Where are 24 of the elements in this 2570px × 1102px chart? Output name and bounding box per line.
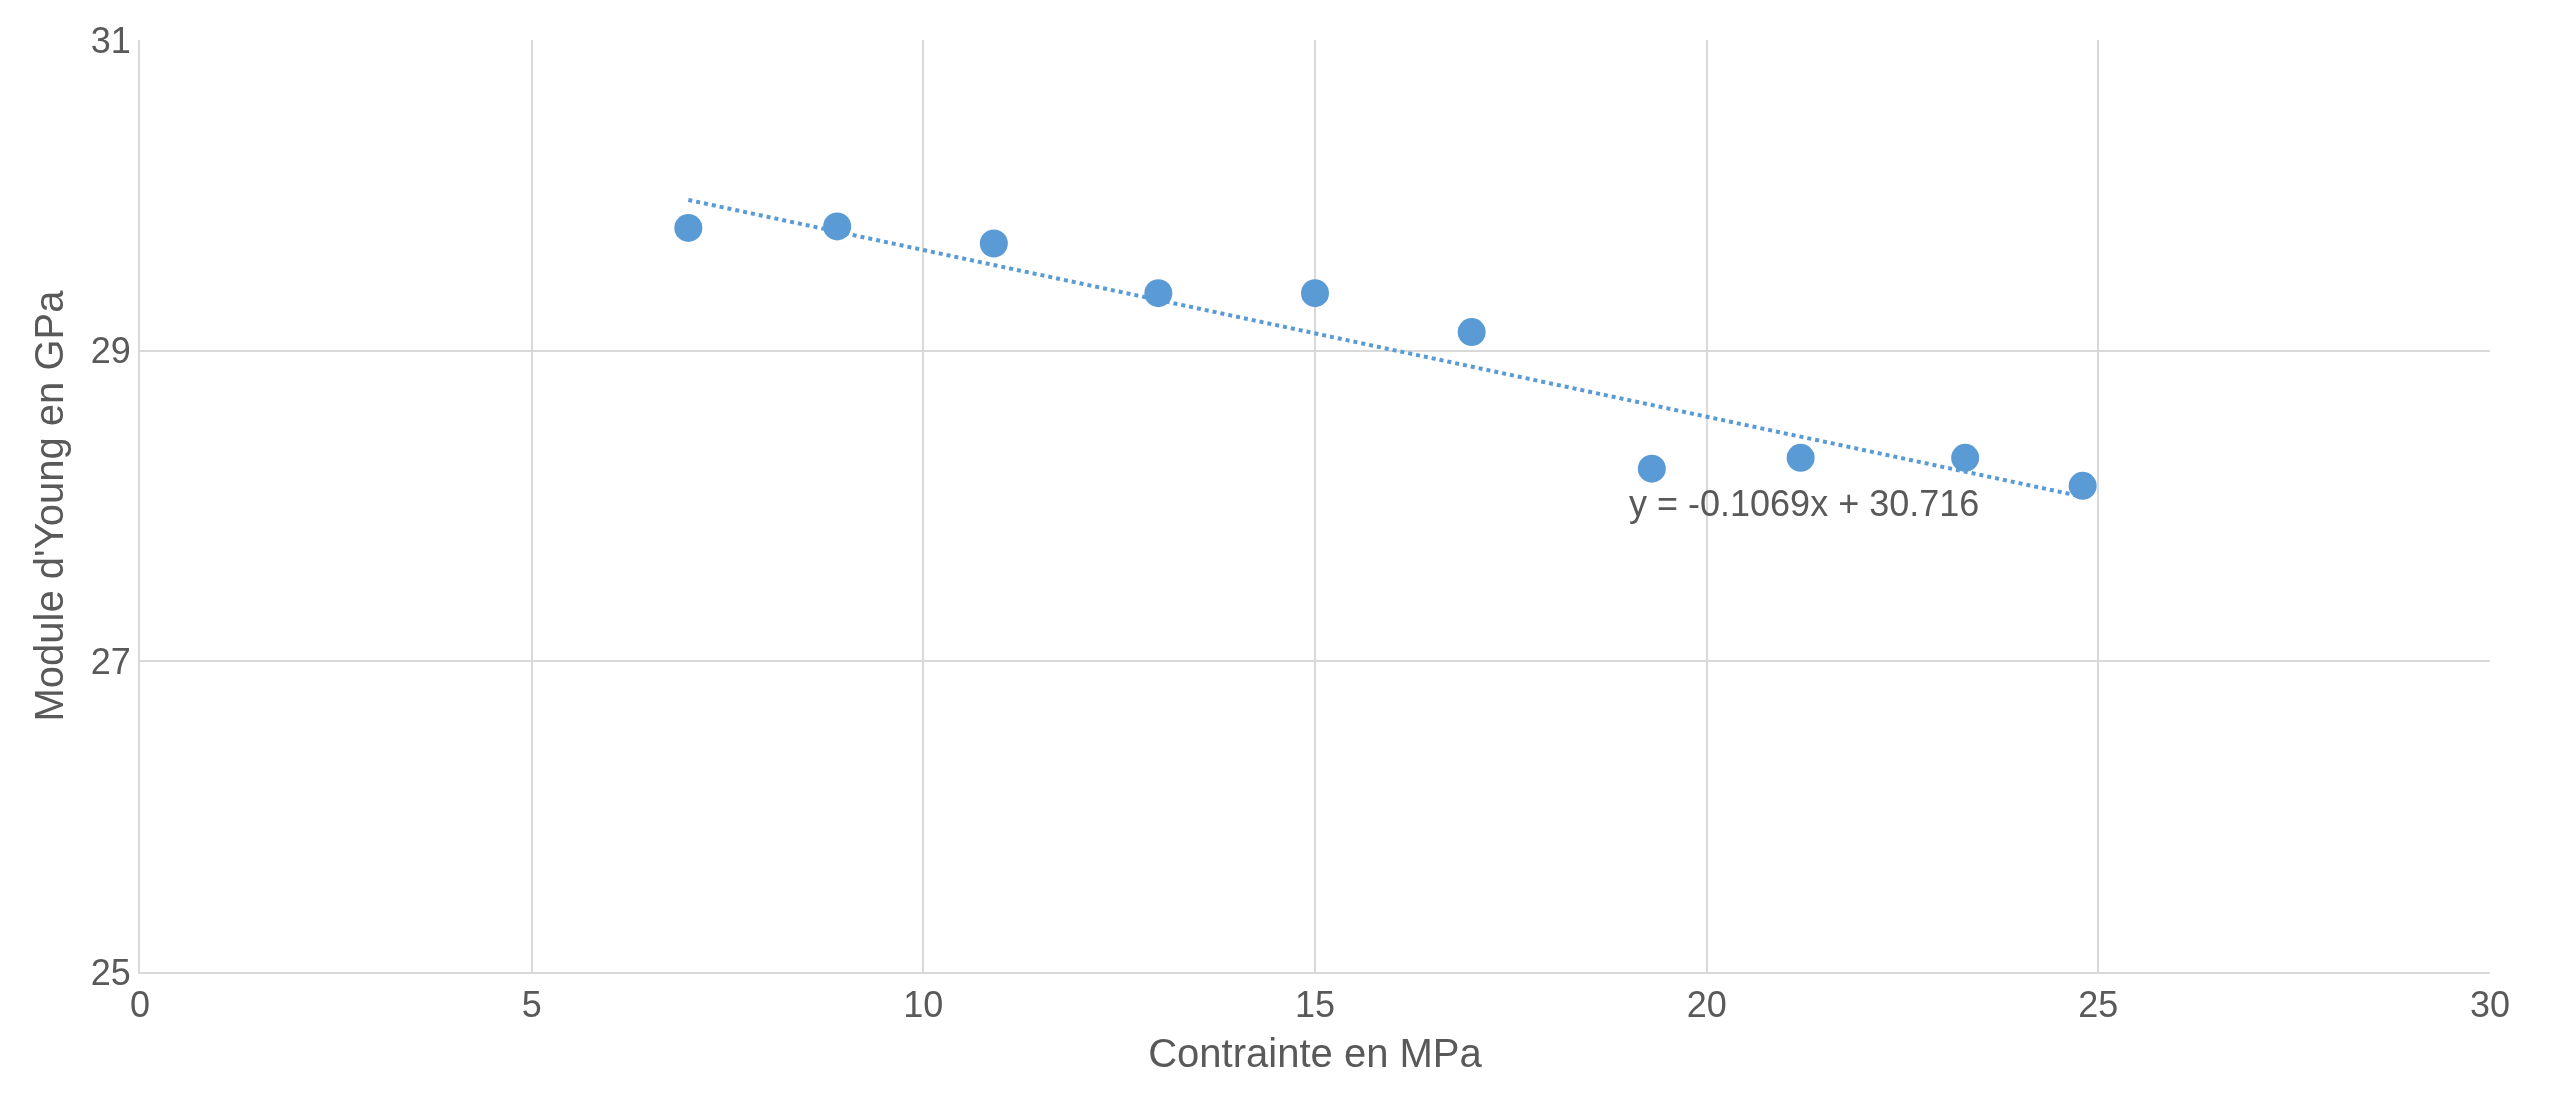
point: [1144, 279, 1173, 308]
x-tick-label: 10: [903, 984, 944, 1026]
point: [2068, 471, 2097, 500]
point: [674, 213, 703, 242]
x-tick-label: 15: [1294, 984, 1336, 1026]
x-tick-label: 0: [129, 984, 151, 1026]
annotation: y = -0.1069x + 30.716: [1629, 483, 1980, 524]
x-tick-label: 5: [521, 984, 542, 1026]
y-tick-label: 25: [90, 951, 131, 993]
point: [823, 212, 852, 241]
y-axis-title: Module d'Young en GPa: [26, 289, 71, 722]
y-tick-label: 27: [90, 640, 131, 682]
x-tick-label: 20: [1686, 984, 1727, 1026]
point: [1457, 318, 1486, 347]
point: [1951, 443, 1980, 472]
y-tick-label: 29: [90, 330, 131, 372]
point: [979, 229, 1008, 258]
y-tick-label: 31: [90, 19, 131, 61]
point: [1301, 279, 1329, 308]
point: [1637, 454, 1666, 483]
point: [1786, 443, 1815, 472]
x-tick-label: 25: [2078, 984, 2119, 1026]
x-tick-label: 30: [2469, 984, 2511, 1026]
x-axis-title: Contrainte en MPa: [1148, 1031, 1483, 1076]
